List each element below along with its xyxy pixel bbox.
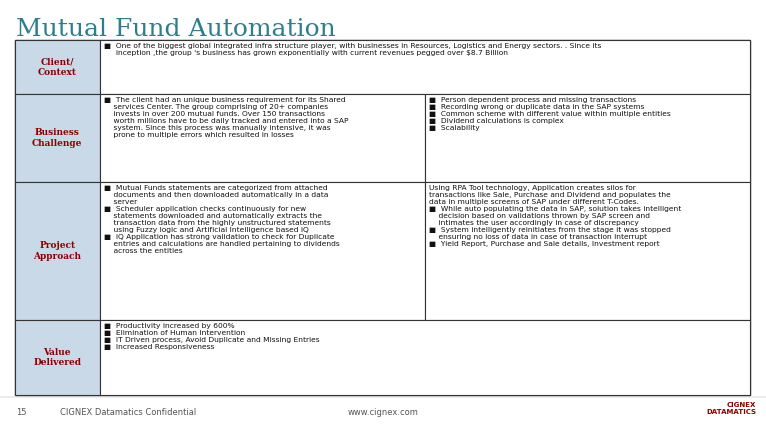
Bar bbox=[425, 182, 750, 320]
Bar bbox=[15, 40, 750, 395]
Bar bbox=[100, 182, 425, 320]
Text: ■  Person dependent process and missing transactions
■  Recording wrong or dupli: ■ Person dependent process and missing t… bbox=[429, 97, 670, 131]
Text: Using RPA Tool technology, Application creates silos for
transactions like Sale,: Using RPA Tool technology, Application c… bbox=[429, 185, 681, 247]
Text: ■  Productivity increased by 600%
■  Elimination of Human Intervention
■  IT Dri: ■ Productivity increased by 600% ■ Elimi… bbox=[103, 323, 319, 350]
Text: Value
Delivered: Value Delivered bbox=[33, 348, 81, 367]
Bar bbox=[425, 94, 750, 182]
Text: 15: 15 bbox=[16, 408, 27, 417]
Text: Business
Challenge: Business Challenge bbox=[32, 128, 83, 147]
Bar bbox=[15, 182, 100, 320]
Text: CIGNEX Datamatics Confidential: CIGNEX Datamatics Confidential bbox=[60, 408, 196, 417]
Text: ■  One of the biggest global integrated infra structure player, with businesses : ■ One of the biggest global integrated i… bbox=[103, 43, 601, 56]
Bar bbox=[15, 40, 100, 94]
Bar bbox=[15, 94, 100, 182]
Bar bbox=[15, 320, 100, 395]
Bar bbox=[100, 40, 750, 94]
Text: Mutual Fund Automation: Mutual Fund Automation bbox=[16, 18, 336, 41]
Bar bbox=[100, 320, 750, 395]
Text: ■  Mutual Funds statements are categorized from attached
    documents and then : ■ Mutual Funds statements are categorize… bbox=[103, 185, 339, 254]
Text: Project
Approach: Project Approach bbox=[33, 241, 81, 261]
Text: Client/
Context: Client/ Context bbox=[38, 57, 77, 76]
Text: ■  The client had an unique business requirement for its Shared
    services Cen: ■ The client had an unique business requ… bbox=[103, 97, 348, 138]
Bar bbox=[100, 94, 425, 182]
Text: www.cignex.com: www.cignex.com bbox=[348, 408, 418, 417]
Text: CIGNEX
DATAMATICS: CIGNEX DATAMATICS bbox=[706, 402, 756, 415]
